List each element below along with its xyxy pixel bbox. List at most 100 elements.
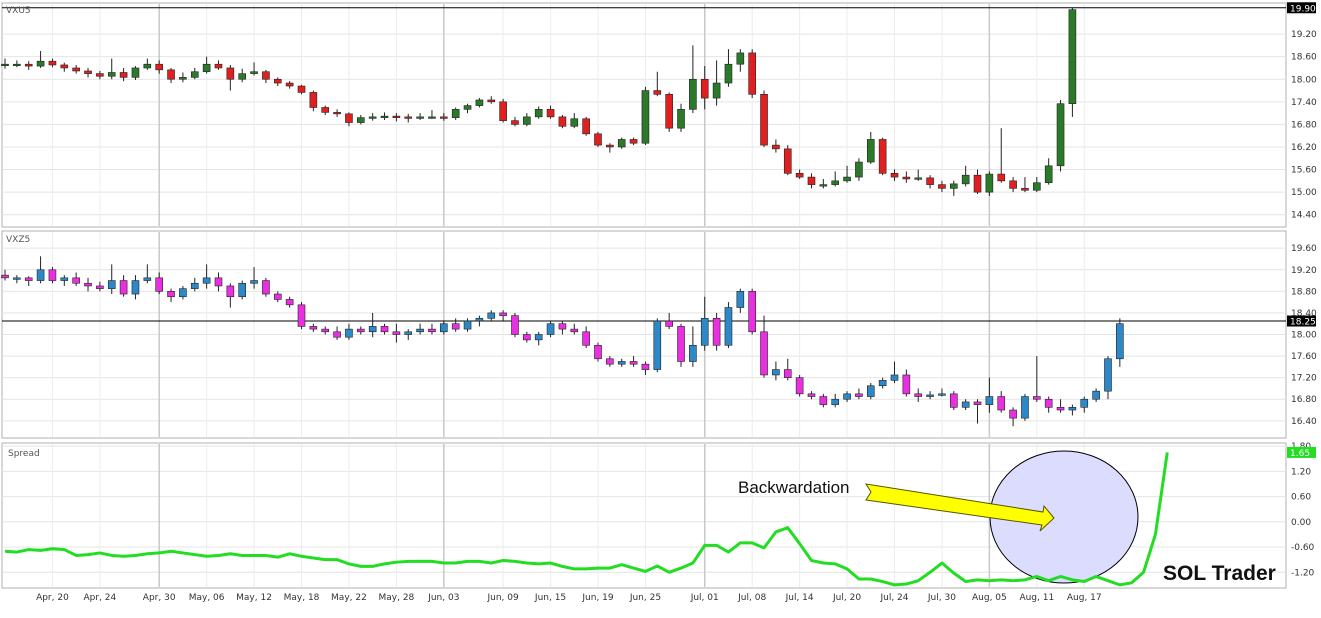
vxu5-candle-body [333,112,341,115]
vxu5-candle-body [985,173,994,193]
vxz5-candle-body [262,280,270,295]
x-tick-label: Jun, 15 [534,593,566,603]
vxz5-candle-body [238,282,246,298]
vxz5-candle [96,281,104,292]
spread-y-axis: -1.20-0.600.000.601.201.801.65 [1287,442,1316,578]
vxz5-candle-body [143,277,152,281]
vxu5-candle [24,61,33,70]
x-axis: Apr, 20 Apr, 24 Apr, 30 May, 06 May, 12 May, … [36,593,1102,603]
vxz5-candle [902,369,911,397]
vxz5-candle [736,288,745,313]
vxu5-candle-body [143,63,152,69]
vxu5-candle-body [961,174,970,185]
vxz5-candle-body [582,331,590,346]
vxz5-candle-body [641,363,650,370]
vxz5-candle-body [297,304,306,327]
vxu5-candle [700,66,709,110]
vxz5-candle [273,291,282,303]
vxu5-candle [487,96,496,104]
vxz5-candle-body [96,285,104,289]
vxu5-y-tick-label: 15.60 [1291,166,1317,176]
vxz5-candle [309,323,318,332]
vxu5-candle-body [772,144,780,150]
vxz5-y-tick-label: 17.60 [1291,352,1317,362]
vxu5-y-tick-label: 14.40 [1291,211,1317,221]
vxu5-y-tick-label: 17.40 [1291,98,1317,108]
vxz5-candle-body [440,323,448,333]
vxu5-candle [902,171,911,183]
vxz5-candle [131,275,140,300]
vxz5-candle [48,267,57,284]
x-tick-label: Jun, 03 [427,593,459,603]
vxz5-candle-body [1,274,9,279]
vxz5-last-value-label: 18.25 [1290,318,1316,328]
vxz5-candle-body [1116,323,1124,360]
vxz5-candle [285,296,294,308]
vxz5-candle [617,358,626,367]
vxu5-candle [1056,99,1065,172]
vxu5-last-value-box [1287,2,1316,14]
vxu5-candle [546,105,555,119]
x-tick-label: Aug, 17 [1067,593,1102,603]
vxu5-candle [285,81,294,89]
vxu5-candle [843,165,851,183]
vxu5-candle [606,143,614,153]
vxu5-candle [866,131,875,164]
vxu5-candle-body [534,109,543,118]
vxz5-candle-body [48,269,57,281]
vxz5-candle [724,302,733,348]
vxz5-candle [582,326,590,348]
vxz5-candle [179,285,187,300]
vxu5-candle-body [546,109,555,118]
vxz5-candle-body [724,307,733,346]
vxu5-candle-body [736,52,745,65]
vxz5-candle-body [463,320,472,330]
vxz5-candle-body [131,280,140,295]
vxu5-candle [60,62,69,72]
backwardation-label: Backwardation [738,478,850,497]
vxu5-candle [819,178,828,189]
vxu5-candles [1,7,1077,196]
vxu5-candle [333,109,341,117]
vxz5-candle [558,321,567,335]
vxz5-candle-body [24,277,33,281]
vxz5-candle-body [107,280,116,289]
vxu5-candle-body [558,116,567,127]
vxz5-candle-body [321,328,330,333]
vxz5-candle-body [819,396,828,405]
vxz5-candle [926,391,934,400]
vxu5-candle [96,70,104,80]
vxz5-candle-body [617,361,626,365]
vxu5-candle [1044,158,1053,185]
vxu5-candle [190,67,199,80]
vxz5-candle [712,312,721,351]
vxu5-candle-body [475,99,484,106]
vxz5-candle [392,323,401,343]
vxu5-candle [914,169,923,181]
vxz5-candle [226,283,235,308]
vxu5-candle [760,90,768,147]
vxu5-candle-body [345,113,353,123]
vxu5-candle-body [855,161,863,178]
vxu5-candle-body [1044,165,1053,184]
vxu5-candle-body [107,72,116,77]
vxz5-candle [167,288,175,303]
vxu5-candle-body [973,174,982,193]
vxz5-candle-body [392,331,401,335]
vxu5-candle-body [356,117,365,123]
x-tick-label: Jun, 09 [486,593,519,603]
vxu5-candle [72,64,80,74]
vxu5-candle-body [250,71,258,74]
vxu5-candle [167,67,175,84]
vxz5-candle [629,356,638,367]
x-tick-label: May, 28 [378,593,414,603]
vxz5-y-tick-label: 18.00 [1291,331,1317,341]
vxu5-candle-body [262,71,270,80]
vxu5-candle-body [653,90,662,95]
vxu5-candle-body [238,73,246,80]
vxz5-candle [772,361,780,381]
vxz5-candle-body [1080,398,1089,408]
vxz5-candle [760,315,768,378]
vxu5-y-tick-label: 18.00 [1291,75,1317,85]
vxz5-candle-body [179,288,187,298]
